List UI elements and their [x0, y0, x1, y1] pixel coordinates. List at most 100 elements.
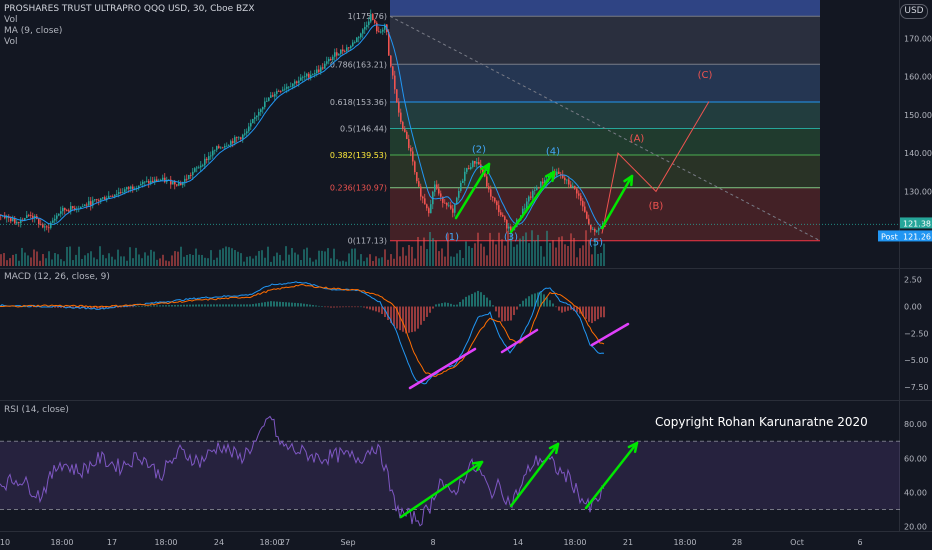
volume-bar: [36, 251, 38, 266]
candle-body: [220, 147, 222, 149]
candle-body: [194, 168, 196, 172]
candle-body: [344, 51, 346, 52]
volume-bar: [12, 254, 14, 266]
candle-body: [142, 181, 144, 185]
candle-body: [74, 208, 76, 210]
candle-body: [114, 194, 116, 197]
candle-body: [470, 166, 472, 170]
macd-histogram-bar: [411, 306, 413, 333]
candle-body: [180, 183, 182, 186]
macd-histogram-bar: [429, 306, 431, 313]
candle-body: [354, 42, 356, 43]
volume-bar: [327, 248, 329, 266]
elliott-wave-label: (3): [504, 232, 518, 243]
volume-bar: [552, 240, 554, 266]
candle-body: [80, 206, 82, 209]
candle-body: [20, 219, 22, 224]
candle-body: [528, 196, 530, 202]
volume-bar: [360, 254, 362, 266]
volume-bar: [309, 257, 311, 266]
macd-histogram-bar: [225, 304, 227, 307]
volume-bar: [300, 259, 302, 266]
trend-arrow: [399, 460, 484, 519]
volume-bar: [498, 232, 500, 266]
signal-line: [0, 283, 605, 377]
volume-bar: [441, 248, 443, 266]
candle-body: [460, 182, 462, 191]
macd-histogram-bar: [420, 306, 422, 325]
currency-badge[interactable]: USD: [900, 4, 928, 19]
volume-bar: [492, 239, 494, 266]
volume-bar: [546, 230, 548, 266]
candle-body: [70, 206, 72, 212]
macd-histogram-bar: [552, 303, 554, 307]
macd-histogram-bar: [144, 305, 146, 307]
volume-bar: [582, 245, 584, 266]
candle-body: [334, 52, 336, 57]
candle-body: [398, 102, 400, 113]
candle-body: [66, 210, 68, 211]
volume-bar: [189, 254, 191, 266]
candle-body: [228, 144, 230, 146]
volume-bar: [3, 253, 5, 266]
macd-histogram-bar: [201, 304, 203, 307]
volume-bar: [573, 238, 575, 266]
volume-bar: [324, 251, 326, 266]
candle-body: [446, 202, 448, 206]
volume-bar: [171, 255, 173, 266]
volume-bar: [60, 259, 62, 266]
macd-histogram-bar: [381, 306, 383, 314]
time-axis-tick: 14: [513, 538, 523, 547]
macd-histogram-bar: [576, 306, 578, 313]
trend-line: [389, 15, 821, 242]
macd-histogram-bar: [240, 304, 242, 307]
symbol-title: PROSHARES TRUST ULTRAPRO QQQ USD, 30, Cb…: [4, 4, 255, 14]
volume-bar: [255, 255, 257, 266]
fib-band: [390, 16, 820, 65]
candle-body: [464, 171, 466, 181]
candle-body: [522, 208, 524, 216]
volume-bar: [432, 238, 434, 266]
volume-bar: [288, 254, 290, 266]
candle-body: [50, 222, 52, 228]
candle-body: [56, 215, 58, 219]
candle-body: [302, 76, 304, 78]
candle-body: [346, 47, 348, 52]
fib-level-label: 0.618(153.36): [330, 98, 387, 107]
volume-bar: [6, 260, 8, 266]
candle-body: [46, 226, 48, 228]
volume-bar: [66, 246, 68, 266]
volume-bar: [54, 253, 56, 266]
volume-bar: [111, 256, 113, 266]
candle-body: [94, 199, 96, 201]
candle-body: [360, 33, 362, 38]
fib-band: [390, 64, 820, 102]
macd-histogram-bar: [567, 306, 569, 311]
candle-body: [284, 88, 286, 90]
candle-body: [138, 185, 140, 188]
candle-body: [146, 181, 148, 182]
volume-bar: [396, 240, 398, 266]
volume-bar: [105, 258, 107, 266]
volume-bar: [333, 248, 335, 266]
volume-bar: [522, 236, 524, 266]
macd-histogram-bar: [378, 306, 380, 313]
macd-histogram-bar: [441, 303, 443, 307]
macd-histogram-bar: [504, 306, 506, 322]
volume-bar: [549, 242, 551, 266]
macd-histogram-bar: [108, 306, 110, 309]
macd-histogram-bar: [594, 306, 596, 322]
volume-bar: [528, 243, 530, 266]
time-axis-tick: 6: [857, 538, 862, 547]
candle-body: [42, 224, 44, 228]
macd-histogram-bar: [564, 306, 566, 312]
volume-bar: [330, 258, 332, 266]
candle-body: [18, 222, 20, 224]
volume-bar: [471, 247, 473, 266]
macd-histogram-bar: [432, 306, 434, 309]
volume-bar: [141, 258, 143, 266]
candle-body: [524, 208, 526, 210]
candle-body: [472, 160, 474, 167]
candle-body: [192, 171, 194, 176]
